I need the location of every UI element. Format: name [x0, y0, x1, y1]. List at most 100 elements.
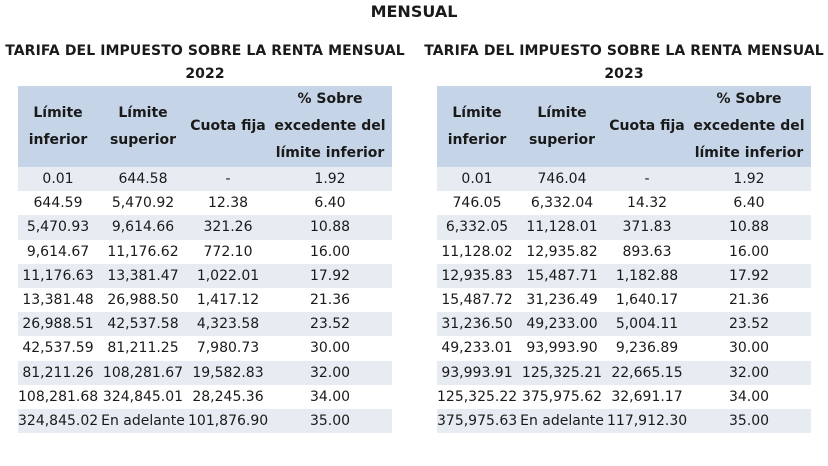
cell-limite-superior: 375,975.62 — [517, 384, 607, 409]
cell-limite-inferior: 9,614.67 — [18, 239, 98, 264]
cell-cuota-fija: - — [607, 167, 687, 192]
cell-porcentaje-excedente: 34.00 — [268, 384, 392, 409]
cell-cuota-fija: 371.83 — [607, 215, 687, 240]
header-limite-inferior: Límite inferior — [437, 86, 517, 167]
table-row: 644.59 5,470.92 12.38 6.40 — [18, 191, 392, 216]
cell-porcentaje-excedente: 6.40 — [687, 191, 811, 216]
table-title-line1: TARIFA DEL IMPUESTO SOBRE LA RENTA MENSU… — [424, 43, 824, 59]
table-body: 0.01 644.58-1.92 644.59 5,470.92 12.38 6.40 5,… — [18, 167, 392, 434]
cell-limite-inferior: 81,211.26 — [18, 360, 98, 385]
table-row: 5,470.93 9,614.66 321.26 10.88 — [18, 215, 392, 240]
cell-cuota-fija: 28,245.36 — [188, 384, 268, 409]
cell-porcentaje-excedente: 6.40 — [268, 191, 392, 216]
cell-limite-superior: En adelante — [98, 408, 188, 434]
cell-limite-superior: 644.58 — [98, 167, 188, 192]
cell-cuota-fija: 117,912.30 — [607, 408, 687, 434]
cell-limite-inferior: 5,470.93 — [18, 215, 98, 240]
cell-cuota-fija: 22,665.15 — [607, 360, 687, 385]
table-title: TARIFA DEL IMPUESTO SOBRE LA RENTA MENSU… — [424, 40, 824, 86]
table-title-line1: TARIFA DEL IMPUESTO SOBRE LA RENTA MENSU… — [5, 43, 405, 59]
cell-limite-superior: 12,935.82 — [517, 239, 607, 264]
cell-limite-superior: 31,236.49 — [517, 287, 607, 313]
cell-porcentaje-excedente: 10.88 — [687, 215, 811, 240]
cell-porcentaje-excedente: 32.00 — [268, 360, 392, 385]
table-row: 93,993.91 125,325.21 22,665.15 32.00 — [437, 360, 811, 385]
table-row: 12,935.83 15,487.71 1,182.88 17.92 — [437, 263, 811, 288]
cell-limite-superior: 746.04 — [517, 167, 607, 192]
cell-porcentaje-excedente: 32.00 — [687, 360, 811, 385]
cell-limite-superior: 324,845.01 — [98, 384, 188, 409]
table-row: 746.05 6,332.04 14.32 6.40 — [437, 191, 811, 216]
cell-porcentaje-excedente: 1.92 — [687, 167, 811, 192]
cell-porcentaje-excedente: 10.88 — [268, 215, 392, 240]
cell-porcentaje-excedente: 34.00 — [687, 384, 811, 409]
cell-limite-superior: 81,211.25 — [98, 336, 188, 361]
cell-cuota-fija: 9,236.89 — [607, 336, 687, 361]
cell-limite-superior: 108,281.67 — [98, 360, 188, 385]
table-row: 31,236.50 49,233.00 5,004.11 23.52 — [437, 312, 811, 337]
cell-limite-inferior: 11,128.02 — [437, 239, 517, 264]
table-title-year: 2023 — [604, 66, 644, 82]
table-row: 0.01 746.04-1.92 — [437, 167, 811, 192]
cell-porcentaje-excedente: 17.92 — [687, 263, 811, 288]
cell-cuota-fija: 32,691.17 — [607, 384, 687, 409]
cell-limite-inferior: 375,975.63 — [437, 408, 517, 434]
cell-porcentaje-excedente: 21.36 — [687, 287, 811, 313]
table-row: 324,845.02 En adelante 101,876.90 35.00 — [18, 408, 392, 434]
cell-cuota-fija: 4,323.58 — [188, 312, 268, 337]
cell-porcentaje-excedente: 23.52 — [268, 312, 392, 337]
cell-cuota-fija: 893.63 — [607, 239, 687, 264]
cell-cuota-fija: 1,022.01 — [188, 263, 268, 288]
table-header-row: Límite inferior Límite superior Cuota fi… — [18, 86, 392, 167]
table-row: 9,614.67 11,176.62 772.10 16.00 — [18, 239, 392, 264]
table-row: 125,325.22 375,975.62 32,691.17 34.00 — [437, 384, 811, 409]
cell-limite-inferior: 26,988.51 — [18, 312, 98, 337]
cell-cuota-fija: 12.38 — [188, 191, 268, 216]
header-porcentaje-excedente: % Sobre excedente del límite inferior — [268, 86, 392, 167]
cell-limite-superior: 49,233.00 — [517, 312, 607, 337]
cell-porcentaje-excedente: 1.92 — [268, 167, 392, 192]
cell-limite-inferior: 12,935.83 — [437, 263, 517, 288]
header-limite-superior: Límite superior — [517, 86, 607, 167]
cell-limite-superior: 42,537.58 — [98, 312, 188, 337]
table-row: 13,381.48 26,988.50 1,417.12 21.36 — [18, 287, 392, 313]
table-title: TARIFA DEL IMPUESTO SOBRE LA RENTA MENSU… — [4, 40, 406, 86]
cell-limite-superior: 9,614.66 — [98, 215, 188, 240]
table-row: 42,537.59 81,211.25 7,980.73 30.00 — [18, 336, 392, 361]
cell-limite-inferior: 0.01 — [18, 167, 98, 192]
cell-limite-inferior: 31,236.50 — [437, 312, 517, 337]
cell-cuota-fija: 101,876.90 — [188, 408, 268, 434]
cell-limite-inferior: 42,537.59 — [18, 336, 98, 361]
header-limite-superior: Límite superior — [98, 86, 188, 167]
page-title: MENSUAL — [370, 2, 458, 21]
cell-porcentaje-excedente: 16.00 — [687, 239, 811, 264]
cell-cuota-fija: 1,640.17 — [607, 287, 687, 313]
cell-limite-inferior: 108,281.68 — [18, 384, 98, 409]
cell-porcentaje-excedente: 35.00 — [687, 408, 811, 434]
table-row: 49,233.01 93,993.90 9,236.89 30.00 — [437, 336, 811, 361]
cell-porcentaje-excedente: 16.00 — [268, 239, 392, 264]
cell-limite-superior: 125,325.21 — [517, 360, 607, 385]
cell-porcentaje-excedente: 30.00 — [268, 336, 392, 361]
cell-limite-inferior: 746.05 — [437, 191, 517, 216]
cell-limite-inferior: 49,233.01 — [437, 336, 517, 361]
header-cuota-fija: Cuota fija — [607, 86, 687, 167]
cell-limite-inferior: 13,381.48 — [18, 287, 98, 313]
cell-limite-inferior: 125,325.22 — [437, 384, 517, 409]
cell-limite-superior: 26,988.50 — [98, 287, 188, 313]
tax-table-2023-panel: TARIFA DEL IMPUESTO SOBRE LA RENTA MENSU… — [424, 40, 824, 434]
cell-limite-inferior: 11,176.63 — [18, 263, 98, 288]
cell-cuota-fija: 5,004.11 — [607, 312, 687, 337]
cell-limite-superior: 11,128.01 — [517, 215, 607, 240]
table-row: 375,975.63 En adelante 117,912.30 35.00 — [437, 408, 811, 434]
cell-limite-inferior: 15,487.72 — [437, 287, 517, 313]
cell-cuota-fija: - — [188, 167, 268, 192]
cell-porcentaje-excedente: 30.00 — [687, 336, 811, 361]
cell-limite-inferior: 324,845.02 — [18, 408, 98, 434]
cell-cuota-fija: 14.32 — [607, 191, 687, 216]
cell-cuota-fija: 7,980.73 — [188, 336, 268, 361]
table-row: 6,332.05 11,128.01 371.83 10.88 — [437, 215, 811, 240]
cell-limite-superior: 5,470.92 — [98, 191, 188, 216]
cell-limite-inferior: 6,332.05 — [437, 215, 517, 240]
table-row: 108,281.68 324,845.01 28,245.36 34.00 — [18, 384, 392, 409]
